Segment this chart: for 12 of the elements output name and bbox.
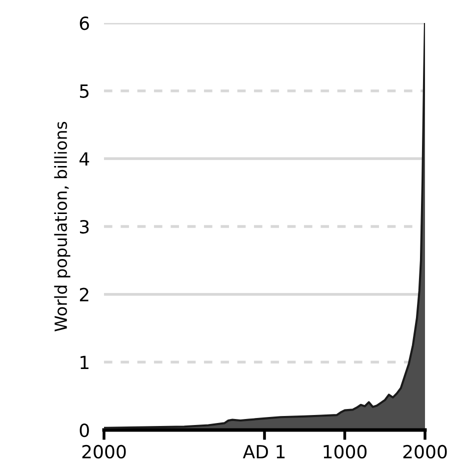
x-tick-label: 1000	[324, 444, 367, 459]
y-axis-title: World population, billions	[54, 122, 70, 332]
y-tick-label: 1	[80, 356, 88, 370]
x-tick-label: AD 1	[242, 445, 285, 458]
y-tick-label: 2	[80, 288, 88, 302]
y-tick-label: 6	[80, 16, 89, 30]
x-tick-label: 2000	[82, 444, 126, 459]
x-tick-label: 2000	[403, 444, 447, 459]
y-tick-label: 4	[80, 152, 90, 166]
y-tick-label: 3	[80, 220, 89, 234]
y-tick-label: 0	[80, 423, 89, 438]
y-tick-label: 5	[80, 84, 89, 98]
